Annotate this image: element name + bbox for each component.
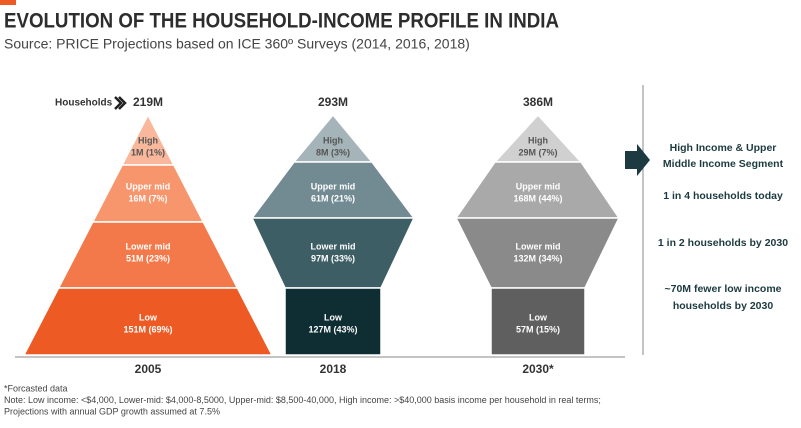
segment-value: 16M (7%) xyxy=(128,193,167,203)
title: EVOLUTION OF THE HOUSEHOLD-INCOME PROFIL… xyxy=(4,10,559,33)
footnote: *Forcasted data xyxy=(4,383,68,393)
footnote: Projections with annual GDP growth assum… xyxy=(4,406,220,416)
segment xyxy=(490,287,586,356)
year: 2005 xyxy=(135,362,162,376)
segment-value: 127M (43%) xyxy=(308,324,357,334)
side-heading: Middle Income Segment xyxy=(663,158,784,170)
households-label: Households xyxy=(55,98,113,109)
total: 293M xyxy=(318,95,348,109)
side-fact: 1 in 4 households today xyxy=(663,190,783,202)
segment-name: Upper mid xyxy=(311,181,356,191)
segment-name: Lower mid xyxy=(125,241,170,251)
arrow xyxy=(625,144,650,176)
segment-name: Low xyxy=(324,312,343,322)
year: 2018 xyxy=(320,362,347,376)
segment-value: 51M (23%) xyxy=(126,253,170,263)
segment-value: 57M (15%) xyxy=(516,324,560,334)
segment-name: Low xyxy=(529,312,548,322)
total: 386M xyxy=(523,95,553,109)
segment-value: 168M (44%) xyxy=(513,193,562,203)
chevron xyxy=(114,96,127,110)
year: 2030* xyxy=(522,362,554,376)
segment-name: Lower mid xyxy=(310,241,355,251)
segment-value: 151M (69%) xyxy=(123,324,172,334)
segment-name: Upper mid xyxy=(126,181,171,191)
segment-value: 8M (3%) xyxy=(316,147,350,157)
total: 219M xyxy=(133,95,163,109)
side-fact: 1 in 2 households by 2030 xyxy=(658,237,788,249)
source: Source: PRICE Projections based on ICE 3… xyxy=(4,36,470,52)
segment-name: High xyxy=(528,135,548,145)
footnote: Note: Low income: <$4,000, Lower-mid: $4… xyxy=(4,395,601,405)
accent-bar xyxy=(0,0,16,5)
segment-value: 132M (34%) xyxy=(513,253,562,263)
side-fact: ~70M fewer low income xyxy=(665,283,782,295)
segment-value: 97M (33%) xyxy=(311,253,355,263)
side-fact: households by 2030 xyxy=(673,300,774,312)
segment-value: 61M (21%) xyxy=(311,193,355,203)
segment-name: Low xyxy=(139,312,158,322)
side-heading: High Income & Upper xyxy=(670,142,777,154)
segment-value: 29M (7%) xyxy=(518,147,557,157)
segment xyxy=(22,287,274,356)
segment-name: High xyxy=(323,135,343,145)
segment xyxy=(284,287,382,356)
segment-name: Lower mid xyxy=(515,241,560,251)
segment-name: High xyxy=(138,135,158,145)
segment-name: Upper mid xyxy=(516,181,561,191)
segment-value: 1M (1%) xyxy=(131,147,165,157)
